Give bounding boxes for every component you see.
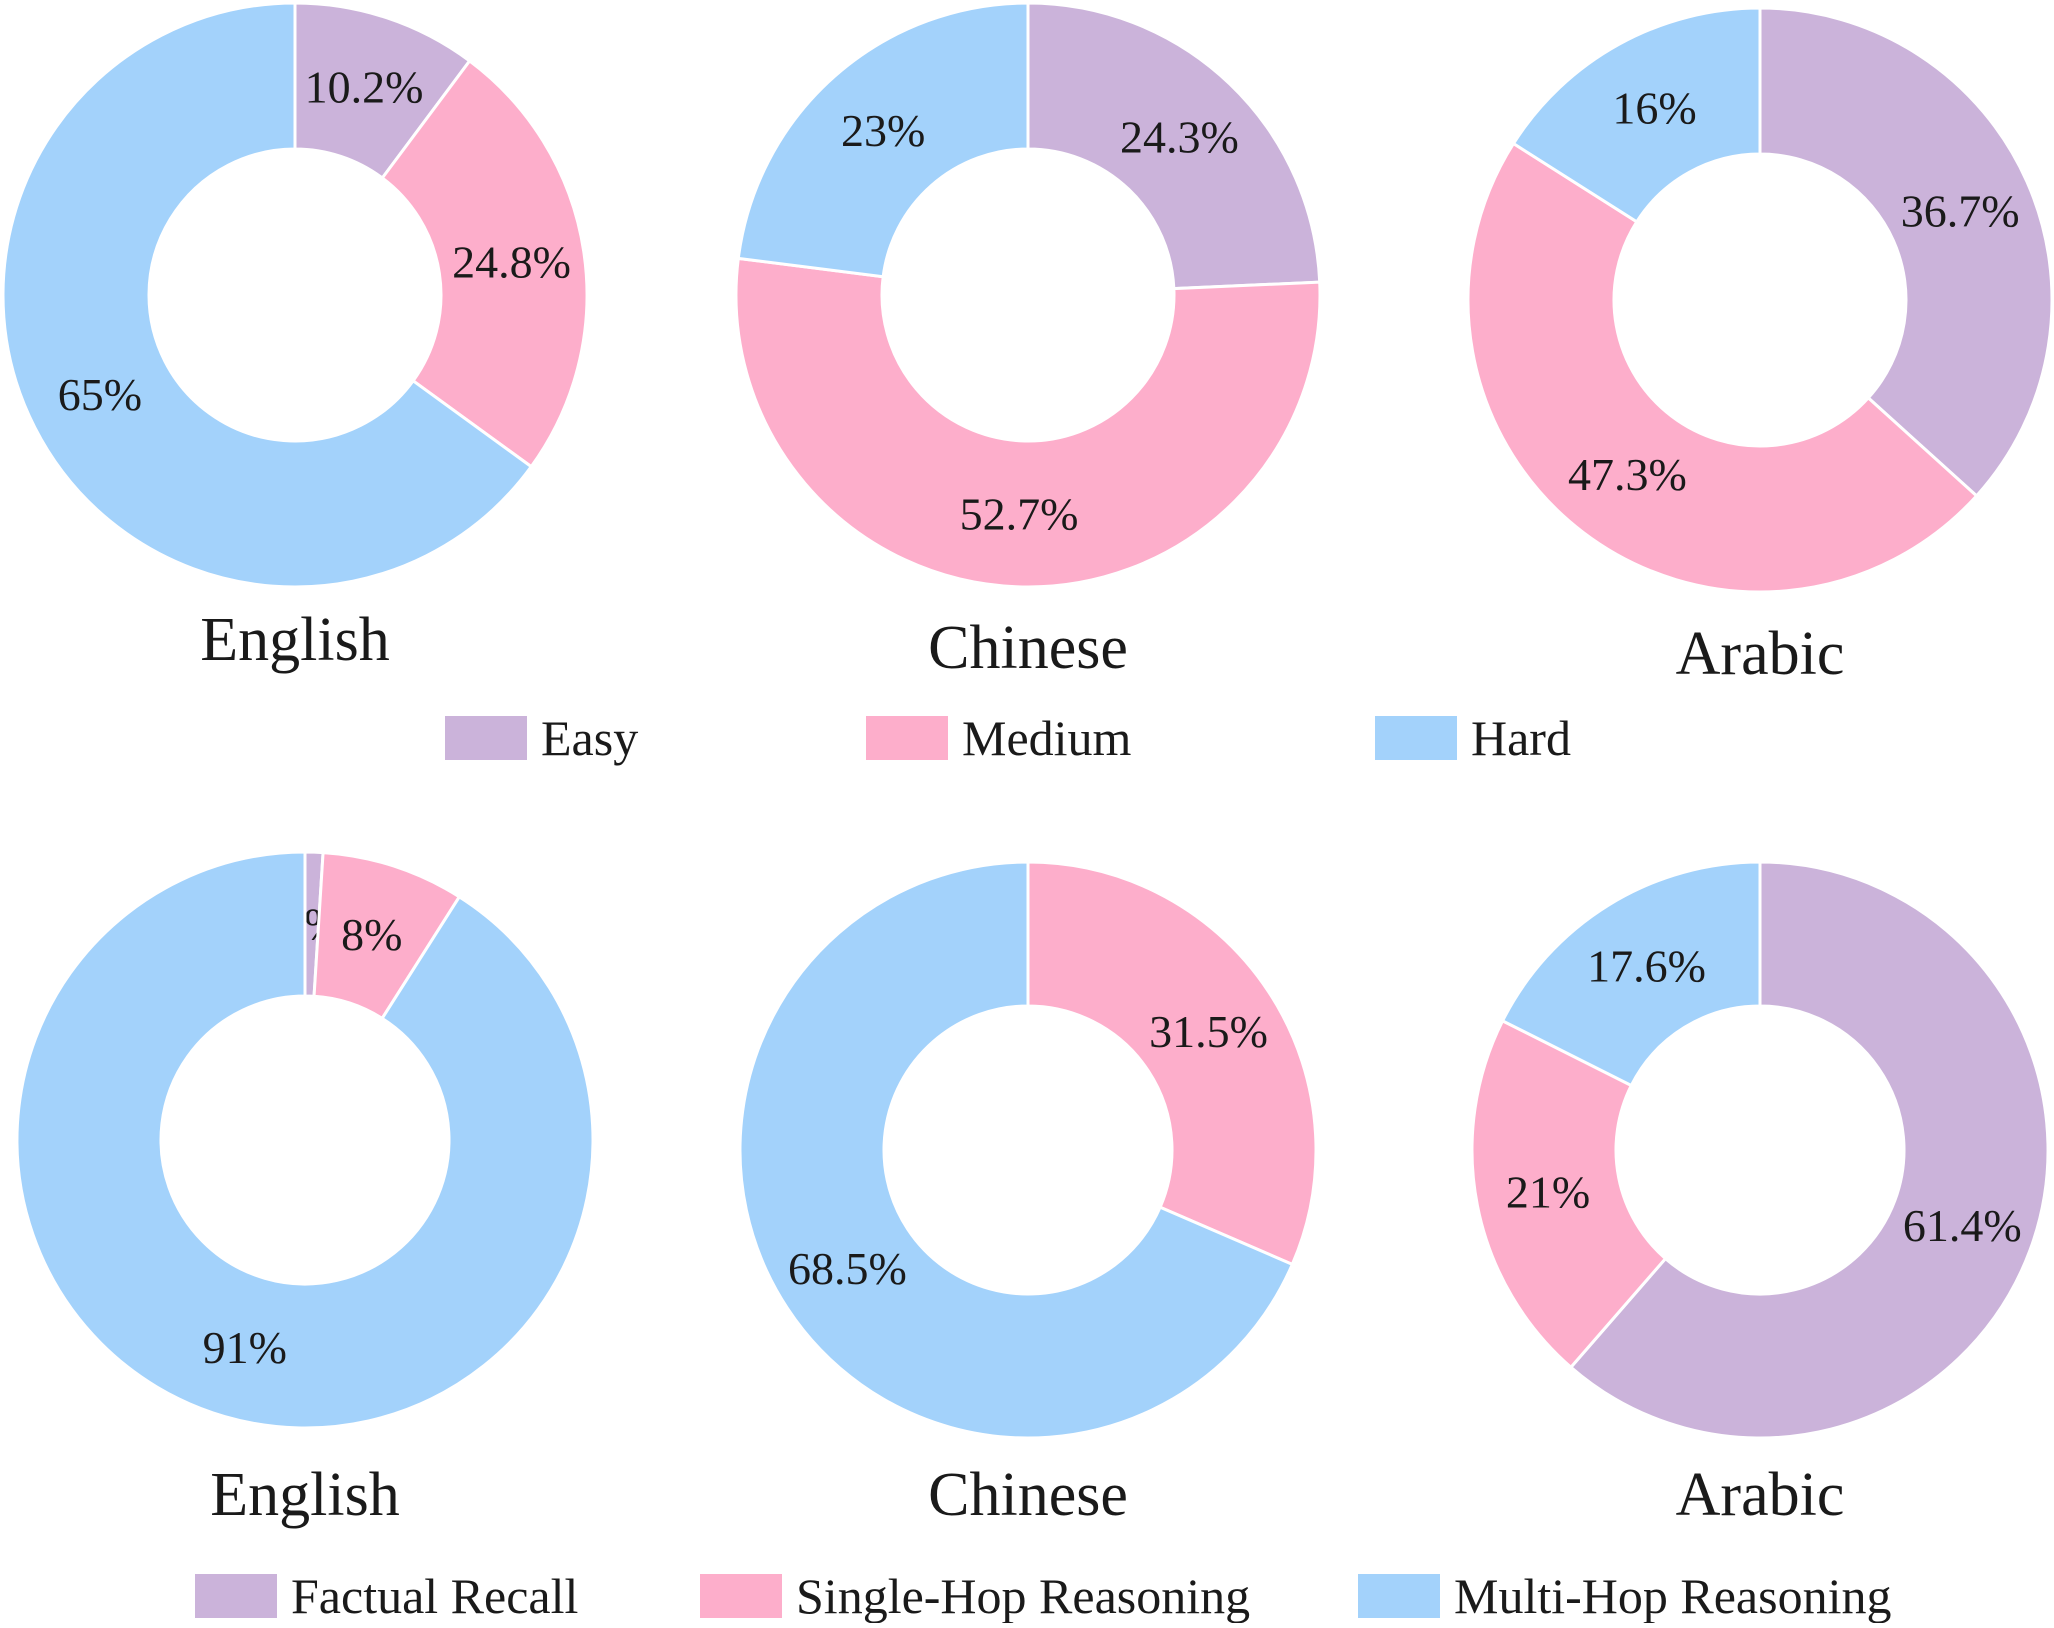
chart-title: Chinese	[928, 614, 1128, 682]
slice-hard	[1, 1, 534, 589]
legend-label-medium: Medium	[962, 710, 1132, 766]
slice-single-hop-reasoning	[1026, 860, 1318, 1267]
legend-label-multi-hop-reasoning: Multi-Hop Reasoning	[1454, 1568, 1891, 1623]
legend-reasoning: Factual Recall Single-Hop Reasoning Multi-…	[195, 1568, 1891, 1624]
donut-chart-reasoning-chinese: 31.5% 68.5% Chinese	[738, 860, 1318, 1529]
data-label-multi-hop-reasoning: 68.5%	[788, 1243, 907, 1294]
legend-label-easy: Easy	[541, 710, 638, 766]
data-label-hard: 16%	[1612, 83, 1696, 134]
chart-title: Arabic	[1676, 620, 1845, 688]
legend-swatch-multi-hop-reasoning	[1358, 1574, 1440, 1618]
data-label-easy: 36.7%	[1901, 186, 2020, 237]
data-label-easy: 24.3%	[1120, 111, 1239, 162]
data-label-medium: 52.7%	[960, 488, 1079, 539]
data-label-medium: 47.3%	[1568, 449, 1687, 500]
legend-swatch-medium	[866, 716, 948, 760]
slice-easy	[1026, 1, 1322, 291]
slice-multi-hop-reasoning	[1500, 860, 1762, 1088]
legend-label-hard: Hard	[1471, 710, 1571, 766]
legend-swatch-single-hop-reasoning	[700, 1574, 782, 1618]
slice-multi-hop-reasoning	[15, 850, 595, 1430]
data-label-single-hop-reasoning: 8%	[341, 909, 402, 960]
data-label-multi-hop-reasoning: 91%	[203, 1322, 287, 1373]
slice-medium	[380, 58, 589, 469]
legend-label-factual-recall: Factual Recall	[291, 1568, 578, 1623]
data-label-hard: 23%	[841, 105, 925, 156]
legend-difficulty: Easy Medium Hard	[445, 710, 1571, 766]
chart-title: Arabic	[1676, 1461, 1845, 1529]
donut-chart-difficulty-arabic: 36.7% 47.3% 16% Arabic	[1466, 6, 2054, 688]
chart-title: English	[210, 1461, 399, 1529]
donut-chart-reasoning-arabic: 61.4% 21% 17.6% Arabic	[1470, 860, 2050, 1529]
data-label-single-hop-reasoning: 31.5%	[1149, 1006, 1268, 1057]
legend-swatch-factual-recall	[195, 1574, 277, 1618]
donut-chart-difficulty-chinese: 24.3% 52.7% 23% Chinese	[734, 1, 1322, 682]
data-label-multi-hop-reasoning: 17.6%	[1587, 941, 1706, 992]
data-label-medium: 24.8%	[452, 237, 571, 288]
slice-medium	[1466, 141, 1979, 594]
legend-swatch-hard	[1375, 716, 1457, 760]
slice-medium	[734, 256, 1322, 589]
donut-chart-difficulty-english: 10.2% 24.8% 65% English	[1, 1, 589, 674]
legend-swatch-easy	[445, 716, 527, 760]
slice-multi-hop-reasoning	[738, 860, 1295, 1440]
slice-hard	[736, 1, 1030, 279]
donut-chart-reasoning-english: 1%8%91%English	[15, 850, 595, 1529]
slice-easy	[1758, 6, 2054, 498]
data-label-easy: 10.2%	[305, 62, 424, 113]
data-label-hard: 65%	[58, 369, 142, 420]
chart-title: Chinese	[928, 1461, 1128, 1529]
slice-hard	[1511, 6, 1762, 224]
chart-title: English	[200, 606, 389, 674]
slice-single-hop-reasoning	[1470, 1018, 1668, 1370]
legend-label-single-hop-reasoning: Single-Hop Reasoning	[796, 1568, 1250, 1623]
slice-factual-recall	[1568, 860, 2050, 1440]
data-label-factual-recall: 61.4%	[1903, 1200, 2022, 1251]
data-label-single-hop-reasoning: 21%	[1506, 1166, 1590, 1217]
